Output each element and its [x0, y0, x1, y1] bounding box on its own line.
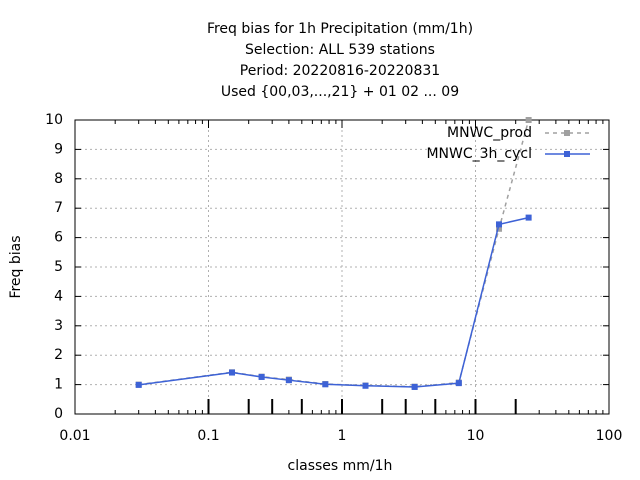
y-tick-label: 9 [54, 141, 63, 157]
legend-marker-0 [564, 130, 570, 136]
series-point-1 [258, 373, 265, 380]
series-point-1 [285, 377, 292, 384]
y-tick-label: 7 [54, 200, 63, 216]
y-tick-label: 0 [54, 406, 63, 422]
x-tick-label: 0.01 [59, 428, 90, 444]
legend-label-0: MNWC_prod [447, 125, 532, 141]
title-line-2: Selection: ALL 539 stations [245, 42, 435, 58]
series-point-1 [525, 214, 532, 221]
title-line-3: Period: 20220816-20220831 [240, 63, 440, 79]
axes: 0 1 2 3 4 5 6 7 8 9 10 0.01 0.1 1 10 100 [45, 112, 622, 444]
legend-marker-1 [564, 151, 570, 157]
title-line-4: Used {00,03,...,21} + 01 02 ... 09 [221, 84, 459, 100]
x-tick-label: 1 [338, 428, 347, 444]
title-line-1: Freq bias for 1h Precipitation (mm/1h) [207, 21, 473, 37]
y-tick-label: 5 [54, 259, 63, 275]
series-point-1 [411, 383, 418, 390]
y-tick-label: 1 [54, 377, 63, 393]
y-tick-label: 6 [54, 230, 63, 246]
legend: MNWC_prod MNWC_3h_cycl [426, 125, 590, 162]
series-point-0 [525, 117, 532, 123]
series-lines [135, 117, 532, 390]
series-point-0 [496, 225, 503, 232]
y-tick-label: 2 [54, 347, 63, 363]
x-tick-label: 10 [467, 428, 485, 444]
series-point-1 [135, 381, 142, 388]
series-point-1 [496, 221, 503, 228]
chart-title: Freq bias for 1h Precipitation (mm/1h) S… [207, 21, 473, 100]
grid [75, 120, 609, 414]
y-tick-label: 8 [54, 171, 63, 187]
series-point-1 [455, 380, 462, 387]
x-tick-label: 100 [596, 428, 623, 444]
series-point-1 [322, 381, 329, 388]
y-tick-label: 3 [54, 318, 63, 334]
series-point-1 [229, 369, 236, 376]
series-point-1 [362, 382, 369, 389]
y-axis-label: Freq bias [8, 235, 24, 298]
x-tick-label: 0.1 [197, 428, 219, 444]
series-line-1 [138, 216, 529, 388]
y-tick-label: 10 [45, 112, 63, 128]
legend-label-1: MNWC_3h_cycl [426, 146, 532, 162]
plot-frame [74, 119, 610, 415]
y-tick-label: 4 [54, 288, 63, 304]
x-axis-label: classes mm/1h [288, 458, 393, 474]
